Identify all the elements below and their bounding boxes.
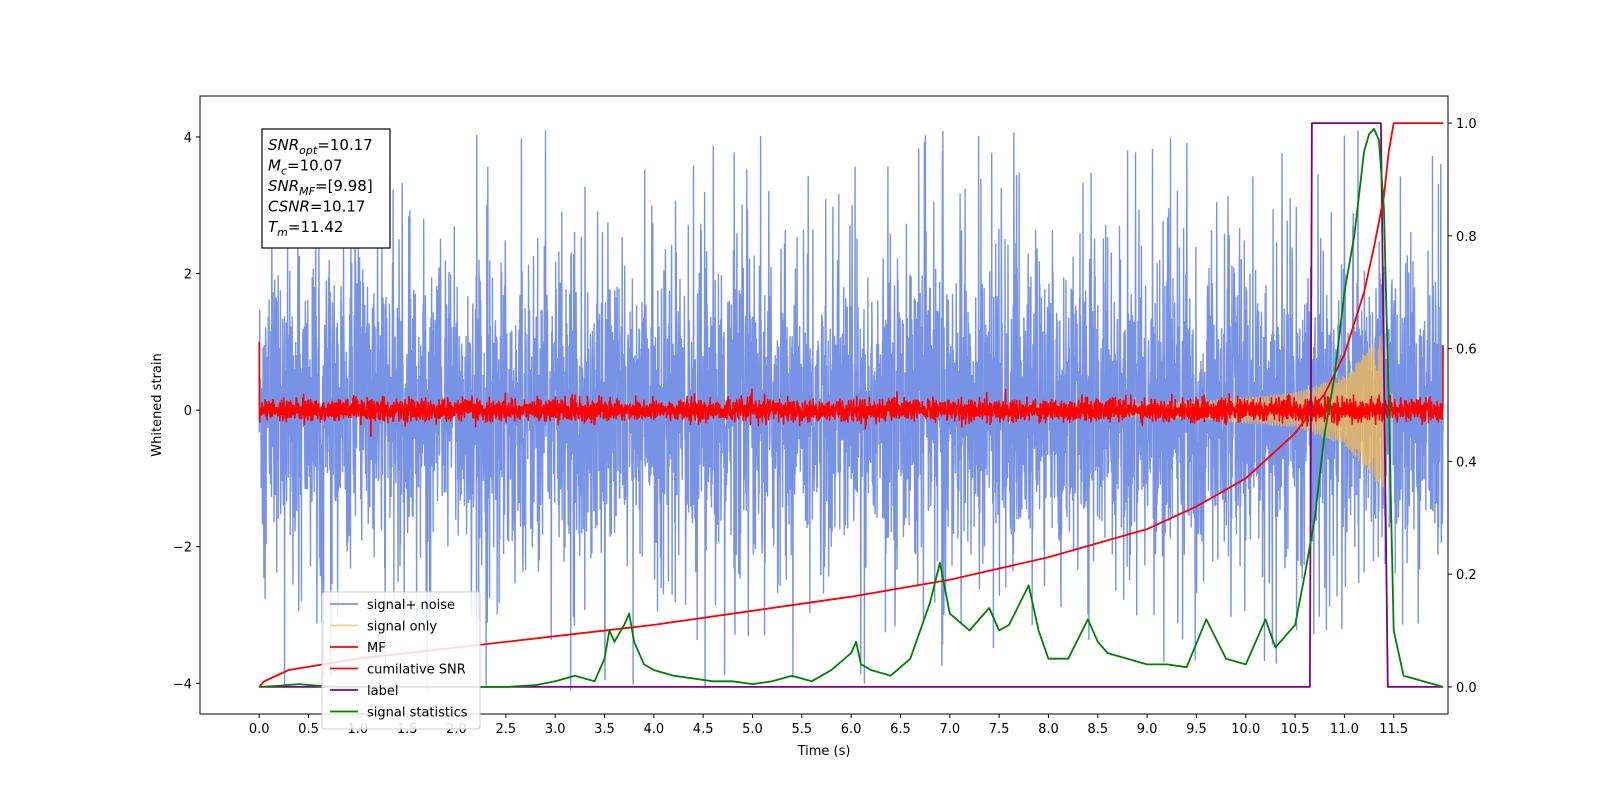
y2-tick-label: 0.0 <box>1456 681 1477 696</box>
x-tick-label: 5.0 <box>742 722 763 737</box>
series-label <box>259 122 1444 688</box>
y-tick-label: 2 <box>184 268 192 283</box>
x-tick-label: 2.5 <box>495 722 516 737</box>
x-tick-label: 0.5 <box>298 722 319 737</box>
annotation-line: CSNR=10.17 <box>268 198 365 216</box>
annotation-line: Mc=10.07 <box>268 157 343 178</box>
y2-tick-label: 0.8 <box>1456 230 1477 245</box>
series-signal-noise <box>258 130 1444 691</box>
y2-tick-label: 1.0 <box>1456 117 1477 132</box>
x-tick-label: 3.5 <box>594 722 615 737</box>
legend-entry: signal statistics <box>367 706 468 721</box>
x-tick-label: 8.5 <box>1087 722 1108 737</box>
x-tick-label: 4.0 <box>643 722 664 737</box>
x-tick-label: 3.0 <box>545 722 566 737</box>
x-tick-label: 8.0 <box>1038 722 1059 737</box>
series-signal-statistics <box>259 127 1444 688</box>
x-tick-label: 10.0 <box>1231 722 1260 737</box>
x-tick-label: 0.0 <box>249 722 270 737</box>
x-axis-label: Time (s) <box>797 744 851 759</box>
y2-tick-label: 0.2 <box>1456 568 1477 583</box>
y-axis-label: Whitened strain <box>150 353 165 456</box>
y-tick-label: 4 <box>184 131 192 146</box>
annotation-line: SNRMF=[9.98] <box>268 177 373 198</box>
legend-entry: signal+ noise <box>367 598 455 613</box>
y-tick-label: −4 <box>173 677 192 692</box>
x-tick-label: 9.0 <box>1137 722 1158 737</box>
x-tick-label: 10.5 <box>1281 722 1310 737</box>
y2-tick-label: 0.4 <box>1456 455 1477 470</box>
annotation-line: Tm=11.42 <box>268 218 343 239</box>
annotation-line: SNRopt=10.17 <box>268 136 373 157</box>
annotation-frame <box>261 128 391 249</box>
y-tick-label: −2 <box>173 541 192 556</box>
legend-entry: cumilative SNR <box>367 663 466 678</box>
legend: signal+ noise signal only MF cumilative SNR… <box>321 591 481 730</box>
series-mf <box>258 341 1444 438</box>
legend-entry: signal only <box>367 620 437 635</box>
x-tick-label: 7.5 <box>989 722 1010 737</box>
x-tick-label: 4.5 <box>693 722 714 737</box>
x-tick-label: 5.5 <box>791 722 812 737</box>
y2-tick-label: 0.6 <box>1456 343 1477 358</box>
x-tick-label: 11.5 <box>1379 722 1408 737</box>
x-tick-label: 9.5 <box>1186 722 1207 737</box>
x-tick-label: 7.0 <box>939 722 960 737</box>
x-tick-label: 11.0 <box>1330 722 1359 737</box>
metrics-annotation: SNRopt=10.17Mc=10.07SNRMF=[9.98]CSNR=10.… <box>261 128 391 249</box>
x-tick-label: 6.5 <box>890 722 911 737</box>
y-tick-label: 0 <box>184 404 192 419</box>
y2-axis-ticks: 1.0 0.8 0.6 0.4 0.2 0.0 <box>1448 117 1477 696</box>
y-axis-ticks: 4 2 0 −2 −4 <box>173 131 200 692</box>
axes-frame <box>199 95 1449 715</box>
legend-entry: MF <box>367 641 386 656</box>
legend-entry: label <box>367 684 398 699</box>
x-tick-label: 6.0 <box>841 722 862 737</box>
legend-frame <box>321 591 481 730</box>
